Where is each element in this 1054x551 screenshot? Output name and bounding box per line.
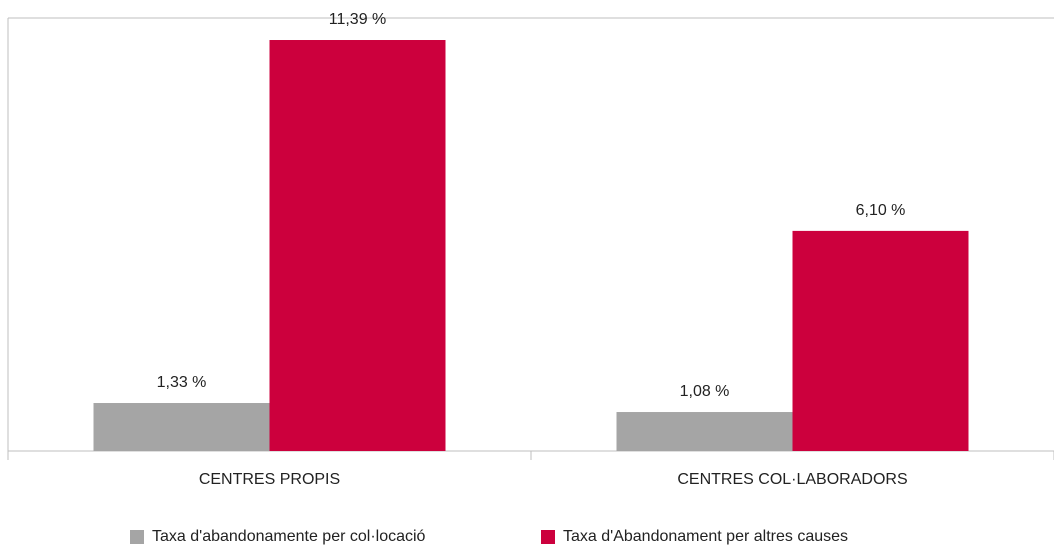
- value-label: 11,39 %: [329, 11, 387, 28]
- bar: [792, 230, 969, 451]
- bar: [269, 40, 446, 451]
- value-label: 6,10 %: [856, 202, 906, 219]
- legend-label: Taxa d'abandonamente per col·locació: [152, 528, 426, 545]
- value-label: 1,33 %: [157, 374, 207, 391]
- bar: [616, 412, 793, 451]
- value-label: 1,08 %: [680, 383, 730, 400]
- legend-swatch: [130, 530, 144, 544]
- legend-swatch: [541, 530, 555, 544]
- x-tick-label: CENTRES COL·LABORADORS: [677, 471, 907, 488]
- x-tick-label: CENTRES PROPIS: [199, 471, 340, 488]
- legend-label: Taxa d'Abandonament per altres causes: [563, 528, 848, 545]
- bar: [93, 403, 270, 451]
